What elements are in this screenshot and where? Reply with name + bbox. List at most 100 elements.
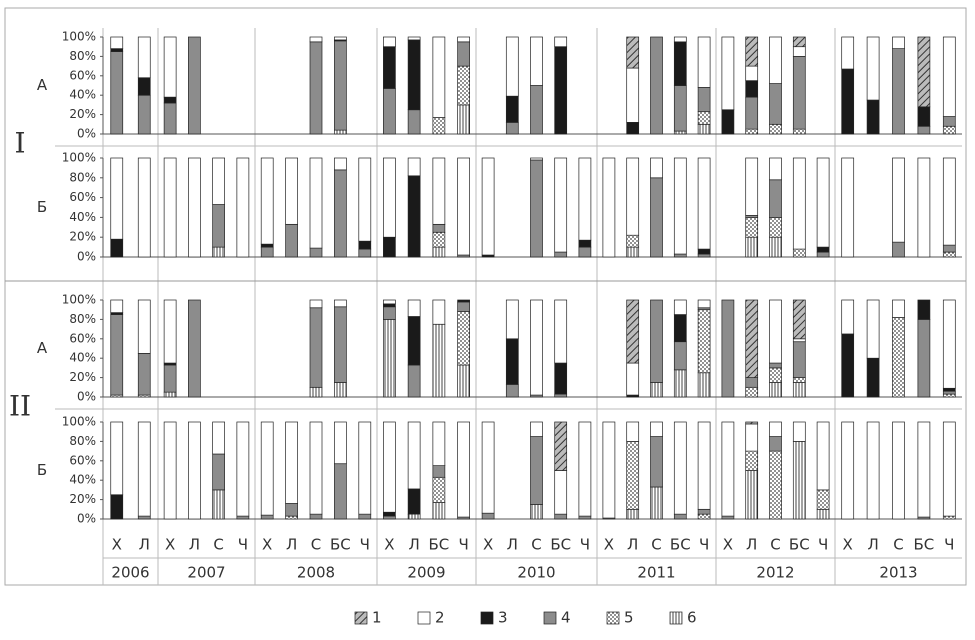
bar-segment <box>721 515 735 520</box>
bar-segment <box>432 421 446 467</box>
bar-segment <box>866 36 880 101</box>
bar-segment <box>505 299 519 340</box>
bar-segment <box>432 117 446 135</box>
bar-segment <box>212 157 225 205</box>
bar-segment <box>578 157 592 241</box>
bar-segment <box>650 382 663 398</box>
bar-segment <box>917 157 931 258</box>
bar-segment <box>260 243 274 248</box>
bar-segment <box>892 299 905 318</box>
category-label: Х <box>112 536 122 554</box>
legend-label: 2 <box>435 609 445 627</box>
bar-segment <box>432 223 446 233</box>
bar-segment <box>721 109 735 135</box>
bar-segment <box>407 488 421 515</box>
bar-segment <box>432 476 446 503</box>
bar-segment <box>626 67 640 123</box>
bar-segment <box>721 421 735 517</box>
bar-segment <box>383 157 396 238</box>
bar-segment <box>260 421 274 516</box>
bar-segment <box>137 157 151 258</box>
bar-segment <box>334 129 347 135</box>
bar-segment <box>792 338 806 343</box>
bar-segment <box>650 436 663 488</box>
category-label: С <box>531 536 541 554</box>
bar-segment <box>110 421 124 496</box>
bar-segment <box>841 36 855 70</box>
bar-segment <box>697 248 711 255</box>
bar-segment <box>745 36 759 67</box>
bar-segment <box>769 450 782 520</box>
category-label: Л <box>139 536 150 554</box>
bar-segment <box>137 421 151 517</box>
y-tick-label: 40% <box>69 210 96 224</box>
y-tick-label: 20% <box>69 230 96 244</box>
bar-segment <box>816 246 830 253</box>
bar-segment <box>650 486 663 520</box>
category-label: Ч <box>360 536 370 554</box>
bar-segment <box>212 246 225 258</box>
bar-segment <box>917 299 931 320</box>
category-label: Х <box>262 536 272 554</box>
category-label: С <box>213 536 223 554</box>
bar-segment <box>407 421 421 490</box>
bar-segment <box>697 123 711 135</box>
bar-segment <box>792 56 806 130</box>
bar-segment <box>554 470 568 515</box>
bar-segment <box>673 85 687 132</box>
bar-segment <box>407 109 421 135</box>
bar-segment <box>792 299 806 340</box>
legend-label: 5 <box>624 609 634 627</box>
bar-segment <box>792 377 806 383</box>
bar-segment <box>745 96 759 130</box>
bar-segment <box>650 36 663 135</box>
bar-segment <box>554 157 568 253</box>
bar-segment <box>457 36 470 43</box>
bar-segment <box>816 421 830 491</box>
panel-label: А <box>37 76 48 94</box>
bar-segment <box>309 247 323 258</box>
category-label: Ч <box>238 536 248 554</box>
bar-segment <box>841 157 855 258</box>
bar-segment <box>626 122 640 135</box>
legend-label: 4 <box>561 609 571 627</box>
bar-segment <box>769 236 782 258</box>
y-tick-label: 80% <box>69 312 96 326</box>
bar-segment <box>650 157 663 179</box>
bar-segment <box>650 421 663 437</box>
bar-segment <box>721 36 735 111</box>
bar-segment <box>697 309 711 374</box>
legend-swatch <box>543 611 557 625</box>
bar-segment <box>383 515 396 520</box>
bar-segment <box>554 46 568 135</box>
bar-segment <box>432 502 446 520</box>
bar-segment <box>554 421 568 471</box>
bar-segment <box>792 382 806 398</box>
bar-segment <box>505 36 519 97</box>
year-label: 2009 <box>407 564 445 582</box>
section-label: I <box>14 127 25 160</box>
bar-segment <box>745 377 759 388</box>
category-label: Л <box>286 536 297 554</box>
bar-segment <box>745 217 759 238</box>
bar-segment <box>163 421 177 520</box>
bar-segment <box>407 39 421 111</box>
year-label: 2012 <box>756 564 794 582</box>
bar-segment <box>457 41 470 67</box>
bar-segment <box>163 36 177 98</box>
bar-segment <box>505 384 519 398</box>
bar-segment <box>137 353 151 396</box>
bar-segment <box>841 299 855 335</box>
bar-segment <box>457 364 470 398</box>
bar-segment <box>697 372 711 398</box>
bar-segment <box>745 423 759 452</box>
bar-segment <box>769 299 782 364</box>
bar-segment <box>383 88 396 135</box>
bar-segment <box>892 48 905 135</box>
bar-segment <box>917 319 931 398</box>
category-label: С <box>311 536 321 554</box>
bar-segment <box>481 512 495 520</box>
bar-segment <box>942 36 956 117</box>
bar-segment <box>358 421 372 515</box>
y-tick-label: 20% <box>69 370 96 384</box>
